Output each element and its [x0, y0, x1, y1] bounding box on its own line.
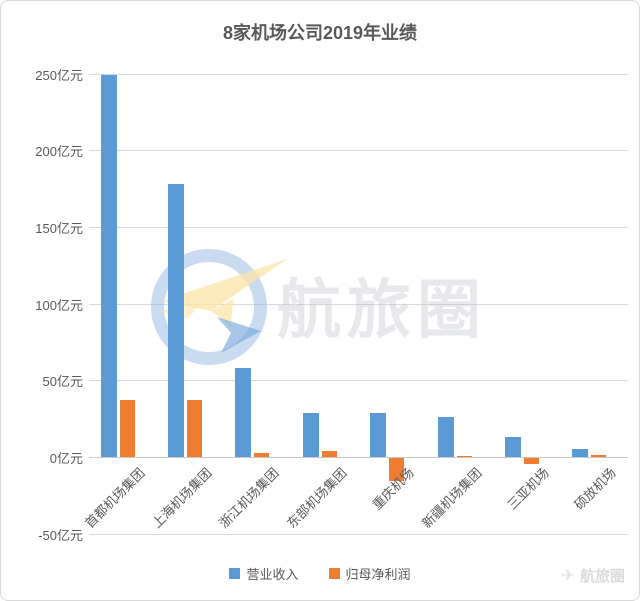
revenue-bar: [437, 417, 454, 457]
profit-bar: [321, 450, 337, 457]
paper-plane-icon: ✈: [560, 565, 575, 585]
x-axis-category-label: 硕放机场: [571, 465, 620, 513]
profit-bar: [389, 458, 405, 481]
revenue-bar: [100, 75, 117, 457]
revenue-swatch-icon: [229, 568, 241, 579]
revenue-bar: [370, 412, 387, 457]
x-axis-category-label: 东部机场集团: [283, 465, 350, 531]
y-axis-tick-label: -50亿元: [38, 527, 83, 543]
gridline: [89, 73, 628, 75]
y-axis-tick-label: 250亿元: [35, 67, 83, 83]
corner-watermark: ✈ 航旅圈: [561, 565, 625, 586]
revenue-bar: [572, 449, 589, 457]
chart-title: 8家机场公司2019年业绩: [222, 23, 418, 43]
y-axis-tick-label: 50亿元: [42, 374, 83, 390]
revenue-bar: [235, 368, 252, 457]
revenue-bar: [504, 437, 521, 457]
x-axis-category-label: 上海机场集团: [149, 465, 215, 531]
x-axis-category-label: 新疆机场集团: [418, 465, 485, 531]
y-axis-tick-label: 150亿元: [35, 221, 83, 237]
profit-bar: [187, 400, 203, 457]
gridline: [89, 533, 628, 535]
y-axis-tick-label: 100亿元: [35, 297, 83, 313]
profit-bar: [119, 400, 135, 457]
y-axis-tick-label: 200亿元: [35, 144, 83, 160]
y-axis-tick-label: 0亿元: [49, 451, 83, 466]
profit-bar: [456, 456, 472, 458]
revenue-bar: [168, 184, 185, 457]
legend-profit-label: 归母净利润: [345, 567, 411, 582]
x-axis-category-label: 浙江机场集团: [216, 465, 283, 531]
x-axis-category-label: 首都机场集团: [81, 465, 148, 531]
gridline: [89, 227, 628, 229]
profit-bar: [254, 453, 270, 457]
profit-swatch-icon: [328, 568, 340, 579]
corner-watermark-text: 航旅圈: [579, 568, 625, 585]
gridline: [89, 380, 628, 382]
x-axis-category-label: 三亚机场: [504, 465, 552, 513]
legend: 营业收入 归母净利润: [1, 564, 639, 583]
legend-revenue-label: 营业收入: [246, 567, 299, 582]
revenue-bar: [302, 412, 319, 457]
gridline: [89, 150, 628, 152]
legend-item-profit: 归母净利润: [328, 564, 411, 583]
profit-bar: [523, 458, 539, 465]
profit-bar: [591, 454, 607, 457]
gridline: [89, 457, 628, 458]
legend-item-revenue: 营业收入: [229, 564, 299, 583]
gridline: [89, 303, 628, 305]
